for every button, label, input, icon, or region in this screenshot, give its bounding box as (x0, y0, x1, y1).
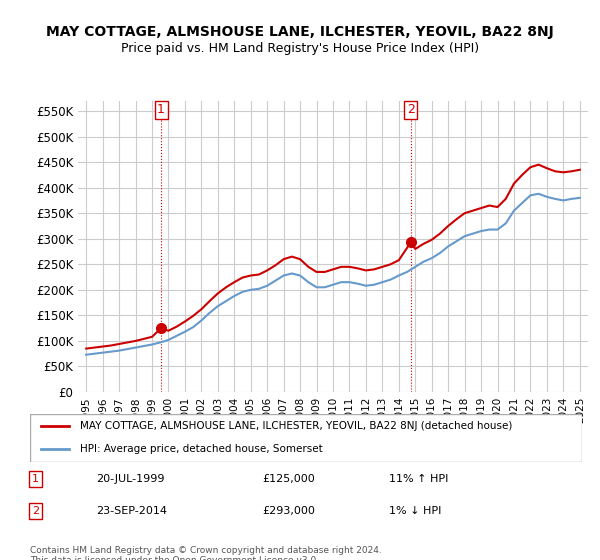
Text: 1% ↓ HPI: 1% ↓ HPI (389, 506, 441, 516)
Text: 2: 2 (32, 506, 39, 516)
Text: HPI: Average price, detached house, Somerset: HPI: Average price, detached house, Some… (80, 444, 322, 454)
Text: Price paid vs. HM Land Registry's House Price Index (HPI): Price paid vs. HM Land Registry's House … (121, 42, 479, 55)
FancyBboxPatch shape (30, 414, 582, 462)
Text: 11% ↑ HPI: 11% ↑ HPI (389, 474, 448, 484)
Text: Contains HM Land Registry data © Crown copyright and database right 2024.
This d: Contains HM Land Registry data © Crown c… (30, 546, 382, 560)
Text: £293,000: £293,000 (262, 506, 315, 516)
Text: MAY COTTAGE, ALMSHOUSE LANE, ILCHESTER, YEOVIL, BA22 8NJ: MAY COTTAGE, ALMSHOUSE LANE, ILCHESTER, … (46, 25, 554, 39)
Text: 2: 2 (407, 104, 415, 116)
Text: £125,000: £125,000 (262, 474, 314, 484)
Text: MAY COTTAGE, ALMSHOUSE LANE, ILCHESTER, YEOVIL, BA22 8NJ (detached house): MAY COTTAGE, ALMSHOUSE LANE, ILCHESTER, … (80, 421, 512, 431)
Text: 20-JUL-1999: 20-JUL-1999 (96, 474, 165, 484)
Text: 23-SEP-2014: 23-SEP-2014 (96, 506, 167, 516)
Text: 1: 1 (32, 474, 39, 484)
Text: 1: 1 (157, 104, 165, 116)
